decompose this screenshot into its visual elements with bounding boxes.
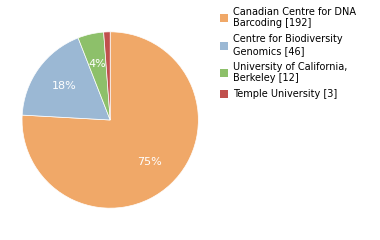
Wedge shape <box>22 32 198 208</box>
Wedge shape <box>78 32 110 120</box>
Text: 75%: 75% <box>137 157 162 167</box>
Wedge shape <box>22 38 110 120</box>
Text: 4%: 4% <box>89 59 106 69</box>
Legend: Canadian Centre for DNA
Barcoding [192], Centre for Biodiversity
Genomics [46], : Canadian Centre for DNA Barcoding [192],… <box>218 5 358 101</box>
Wedge shape <box>104 32 110 120</box>
Text: 18%: 18% <box>51 81 76 91</box>
